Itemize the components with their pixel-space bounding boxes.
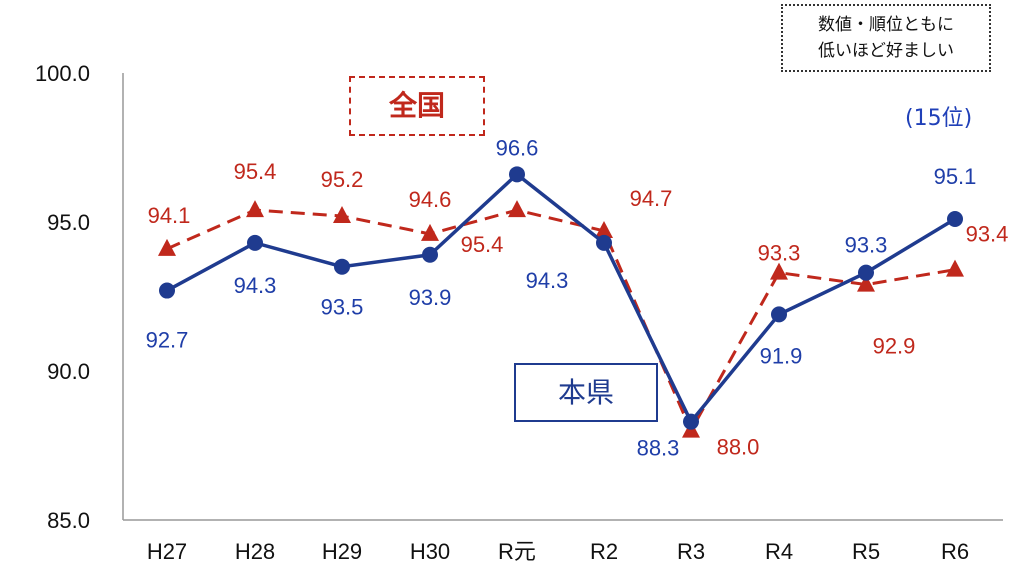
national-point-7 xyxy=(770,262,788,280)
x-tick-label-5: R2 xyxy=(590,539,618,564)
y-tick-label-1: 90.0 xyxy=(47,359,90,384)
national-data-label-5: 94.7 xyxy=(630,186,673,211)
national-data-label-3: 94.6 xyxy=(409,187,452,212)
note-box: 数値・順位ともに 低いほど好ましい xyxy=(781,4,991,72)
prefecture-point-9 xyxy=(947,211,963,228)
prefecture-data-label-4: 96.6 xyxy=(496,135,539,160)
x-tick-label-3: H30 xyxy=(410,539,450,564)
prefecture-point-5 xyxy=(596,234,612,251)
x-tick-label-7: R4 xyxy=(765,539,793,564)
prefecture-data-label-9: 95.1 xyxy=(934,164,977,189)
national-point-0 xyxy=(158,238,176,256)
y-tick-label-3: 100.0 xyxy=(35,61,90,86)
legend-national: 全国 xyxy=(349,76,485,136)
national-point-4 xyxy=(508,200,526,218)
national-data-label-0: 94.1 xyxy=(148,203,191,228)
national-point-9 xyxy=(946,259,964,277)
prefecture-point-8 xyxy=(858,264,874,281)
prefecture-data-label-5: 94.3 xyxy=(526,268,569,293)
x-tick-label-4: R元 xyxy=(498,539,536,564)
series-line-prefecture xyxy=(166,172,956,425)
national-point-5 xyxy=(595,220,613,238)
rank-annotation: (15位) xyxy=(905,106,973,131)
national-data-label-4: 95.4 xyxy=(461,232,504,257)
note-line-1: 数値・順位ともに xyxy=(818,15,954,35)
prefecture-point-0 xyxy=(159,282,175,299)
x-tick-label-0: H27 xyxy=(147,539,187,564)
national-data-label-7: 93.3 xyxy=(758,241,801,266)
national-point-1 xyxy=(246,200,264,218)
prefecture-point-3 xyxy=(422,246,438,263)
prefecture-data-label-8: 93.3 xyxy=(845,233,888,258)
national-point-2 xyxy=(333,206,351,224)
national-point-8 xyxy=(857,274,875,292)
prefecture-data-label-3: 93.9 xyxy=(409,285,452,310)
national-data-label-9: 93.4 xyxy=(966,222,1009,247)
prefecture-point-4 xyxy=(509,166,525,183)
series-line-national xyxy=(166,208,956,434)
prefecture-data-label-7: 91.9 xyxy=(760,343,803,368)
prefecture-point-6 xyxy=(683,413,699,430)
prefecture-data-label-2: 93.5 xyxy=(321,295,364,320)
prefecture-data-label-0: 92.7 xyxy=(146,328,189,353)
national-data-label-1: 95.4 xyxy=(234,159,277,184)
prefecture-data-label-1: 94.3 xyxy=(234,273,277,298)
x-tick-label-6: R3 xyxy=(677,539,705,564)
national-data-label-6: 88.0 xyxy=(717,435,760,460)
prefecture-point-2 xyxy=(334,258,350,275)
prefecture-point-7 xyxy=(771,306,787,323)
x-tick-label-1: H28 xyxy=(235,539,275,564)
x-tick-label-9: R6 xyxy=(941,539,969,564)
x-tick-label-2: H29 xyxy=(322,539,362,564)
legend-prefecture: 本県 xyxy=(514,363,658,422)
prefecture-data-label-6: 88.3 xyxy=(637,436,680,461)
national-data-label-2: 95.2 xyxy=(321,167,364,192)
x-tick-label-8: R5 xyxy=(852,539,880,564)
y-tick-label-2: 95.0 xyxy=(47,210,90,235)
prefecture-point-1 xyxy=(247,234,263,251)
note-line-2: 低いほど好ましい xyxy=(818,41,954,61)
national-data-label-8: 92.9 xyxy=(873,334,916,359)
y-tick-label-0: 85.0 xyxy=(47,508,90,533)
national-point-3 xyxy=(421,223,439,241)
